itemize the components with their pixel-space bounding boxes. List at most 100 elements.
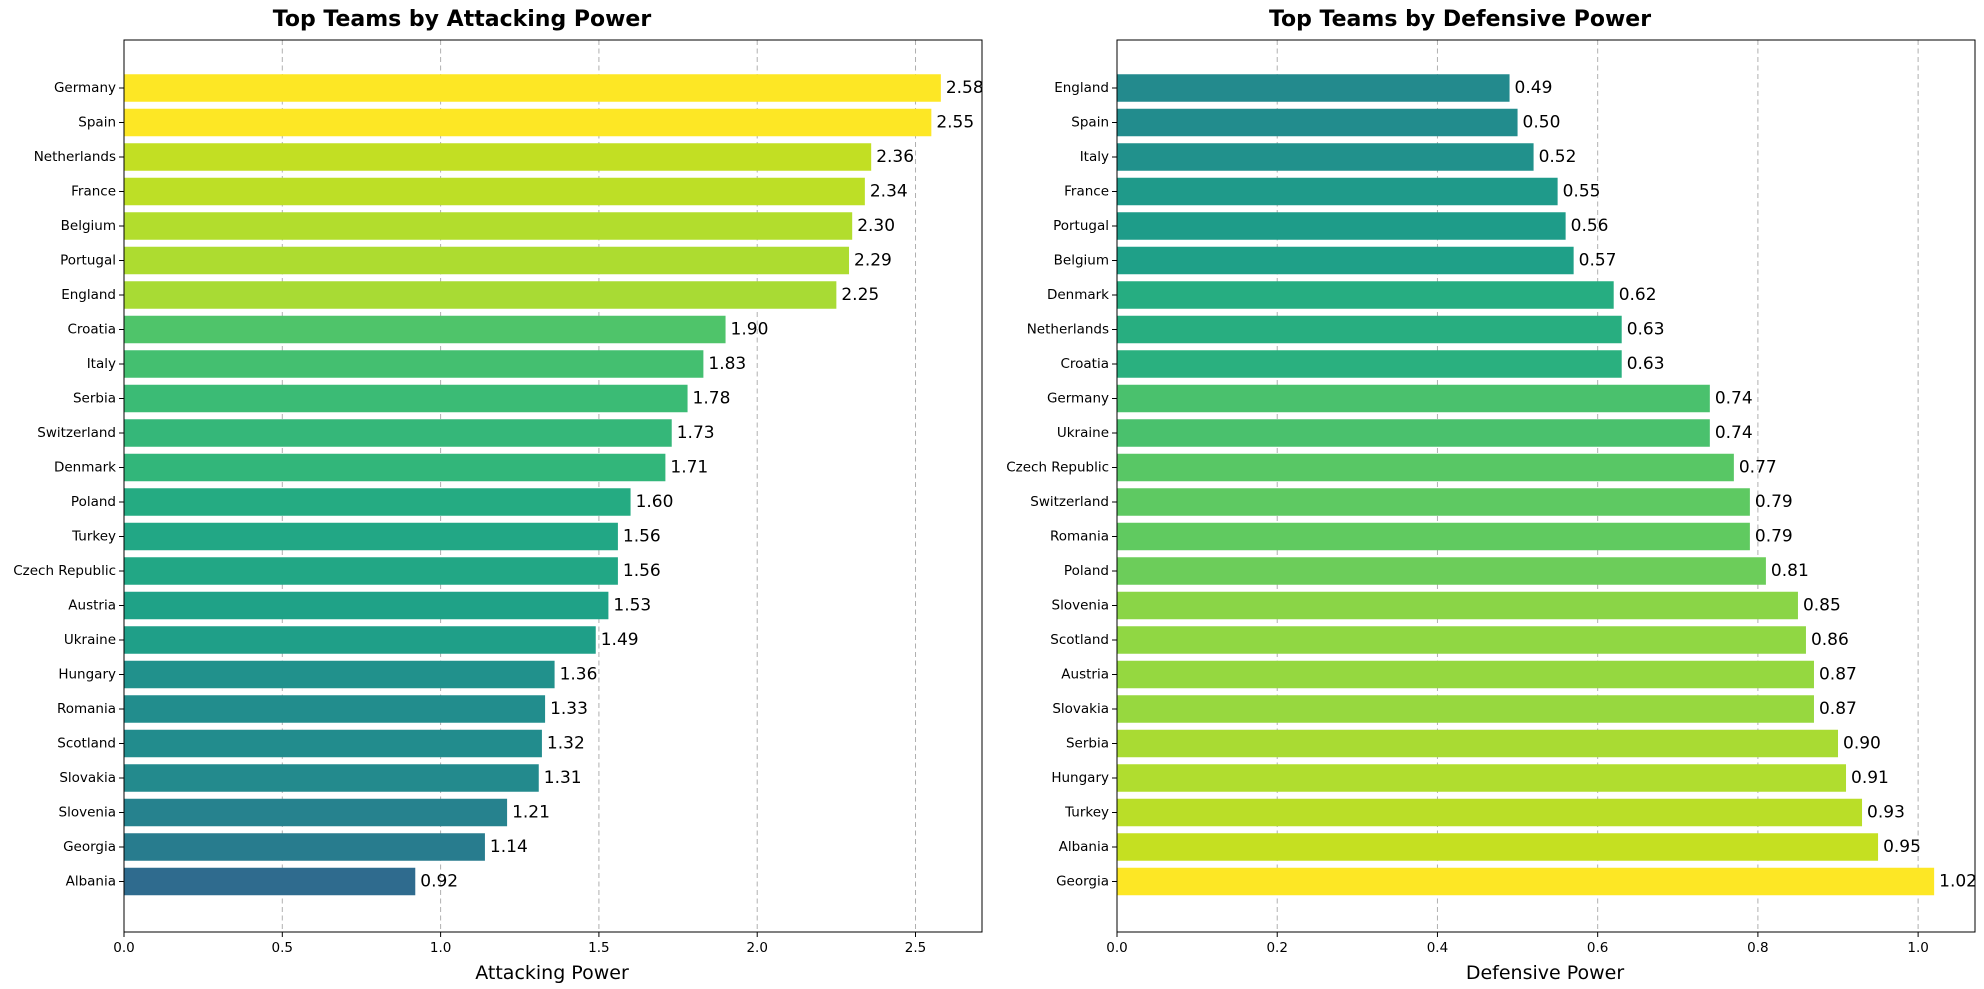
- category-label: Italy: [87, 356, 116, 372]
- category-label: France: [71, 184, 116, 200]
- bar: [1117, 246, 1574, 275]
- bar: [1117, 453, 1734, 482]
- x-tick-label: 0.2: [1266, 940, 1287, 956]
- category-label: Austria: [1061, 667, 1109, 683]
- x-tick-label: 1.0: [430, 940, 451, 956]
- bar: [1117, 798, 1863, 827]
- bar: [124, 74, 941, 102]
- axes-frame: [123, 39, 983, 933]
- value-label: 0.87: [1819, 699, 1857, 719]
- bar: [1117, 315, 1622, 344]
- value-label: 0.74: [1715, 423, 1753, 443]
- category-label: Scotland: [57, 736, 116, 752]
- value-label: 1.60: [636, 492, 674, 512]
- value-label: 0.62: [1619, 285, 1657, 305]
- value-label: 2.34: [870, 182, 908, 202]
- category-label: Croatia: [1060, 356, 1109, 372]
- value-label: 0.90: [1843, 734, 1881, 754]
- value-label: 0.57: [1579, 251, 1617, 271]
- value-label: 0.93: [1867, 803, 1905, 823]
- category-label: Turkey: [1064, 805, 1109, 821]
- value-label: 2.29: [854, 251, 892, 271]
- category-label: Hungary: [1051, 770, 1109, 786]
- category-label: Czech Republic: [1006, 460, 1109, 476]
- value-label: 0.95: [1883, 837, 1921, 857]
- bar: [1117, 281, 1614, 309]
- bar: [124, 384, 688, 413]
- value-label: 2.36: [876, 147, 914, 167]
- value-label: 1.21: [512, 803, 550, 823]
- value-label: 2.55: [936, 113, 974, 133]
- value-label: 0.86: [1811, 630, 1849, 650]
- bar: [124, 660, 555, 689]
- category-label: Albania: [1059, 839, 1109, 855]
- bar: [124, 557, 618, 585]
- category-label: Poland: [1064, 563, 1109, 579]
- x-tick-label: 0.5: [272, 940, 293, 956]
- bar: [124, 798, 508, 827]
- category-label: Switzerland: [1030, 494, 1109, 510]
- value-label: 1.53: [613, 596, 651, 616]
- category-label: Slovenia: [1052, 598, 1109, 614]
- value-label: 0.49: [1515, 78, 1553, 98]
- category-label: Ukraine: [1057, 425, 1109, 441]
- value-label: 1.56: [623, 527, 661, 547]
- value-label: 0.81: [1771, 561, 1809, 581]
- category-label: Ukraine: [64, 632, 116, 648]
- value-label: 1.73: [677, 423, 715, 443]
- bar: [1117, 74, 1510, 102]
- bar: [1117, 143, 1534, 171]
- value-label: 2.30: [857, 216, 895, 236]
- bar: [1117, 419, 1710, 447]
- value-label: 1.36: [560, 665, 598, 685]
- category-label: Austria: [68, 598, 116, 614]
- category-label: Germany: [1047, 391, 1109, 407]
- x-tick-label: 2.0: [746, 940, 767, 956]
- category-label: Switzerland: [37, 425, 116, 441]
- x-tick-label: 0.0: [113, 940, 134, 956]
- x-axis-label: Defensive Power: [1466, 962, 1625, 984]
- x-tick-label: 0.0: [1106, 940, 1127, 956]
- bar: [124, 453, 666, 482]
- bar: [1117, 212, 1566, 240]
- value-label: 1.33: [550, 699, 588, 719]
- x-tick-label: 1.0: [1907, 940, 1928, 956]
- category-label: Scotland: [1050, 632, 1109, 648]
- category-label: Turkey: [71, 529, 116, 545]
- value-label: 0.92: [420, 872, 458, 892]
- chart-title: Top Teams by Attacking Power: [273, 7, 652, 32]
- category-label: Netherlands: [34, 149, 116, 165]
- value-label: 1.49: [601, 630, 639, 650]
- category-label: Poland: [71, 494, 116, 510]
- x-tick-label: 0.4: [1427, 940, 1448, 956]
- category-label: Belgium: [1054, 253, 1109, 269]
- category-label: Hungary: [58, 667, 116, 683]
- category-label: Spain: [1071, 115, 1109, 131]
- value-label: 1.32: [547, 734, 585, 754]
- value-label: 0.55: [1563, 182, 1601, 202]
- category-label: Romania: [57, 701, 116, 717]
- category-label: Serbia: [73, 391, 116, 407]
- bar: [124, 764, 539, 792]
- category-label: Croatia: [67, 322, 116, 338]
- bar: [1117, 660, 1814, 689]
- x-tick-label: 0.6: [1587, 940, 1608, 956]
- attacking-power-chart: Top Teams by Attacking Power Attacking P…: [13, 7, 983, 984]
- category-label: Romania: [1050, 529, 1109, 545]
- bar: [1117, 764, 1847, 792]
- value-label: 0.77: [1739, 458, 1777, 478]
- bar: [124, 419, 672, 447]
- x-tick-label: 1.5: [588, 940, 609, 956]
- value-label: 0.63: [1627, 354, 1665, 374]
- bar: [124, 177, 865, 206]
- category-label: Slovenia: [59, 805, 116, 821]
- value-label: 1.71: [670, 458, 708, 478]
- value-label: 1.83: [708, 354, 746, 374]
- category-label: Serbia: [1066, 736, 1109, 752]
- category-label: Czech Republic: [13, 563, 116, 579]
- bar: [1117, 626, 1806, 654]
- value-label: 1.02: [1939, 872, 1977, 892]
- category-label: Denmark: [54, 460, 116, 476]
- bar: [124, 281, 837, 309]
- bar: [124, 143, 872, 171]
